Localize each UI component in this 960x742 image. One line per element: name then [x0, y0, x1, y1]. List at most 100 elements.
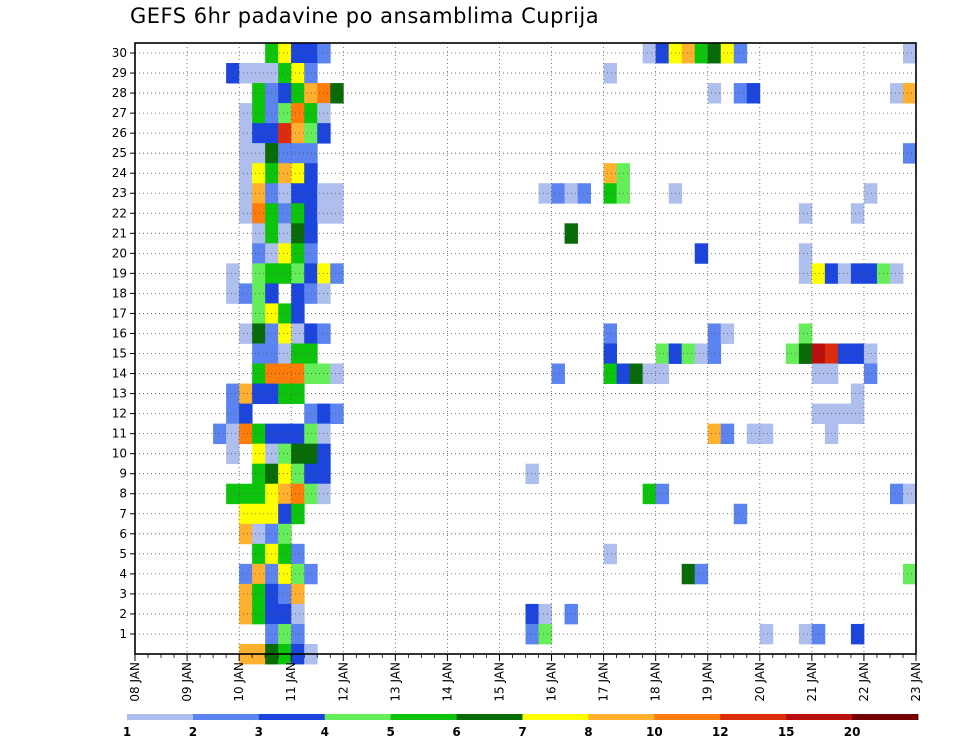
heatmap-cell	[291, 483, 305, 505]
heatmap-cell	[278, 523, 292, 545]
heatmap-cell	[226, 63, 240, 84]
heatmap-cell	[226, 383, 240, 404]
heatmap-cell	[863, 363, 878, 384]
heatmap-cell	[239, 283, 253, 304]
y-tick-label: 23	[112, 186, 127, 200]
legend-color-box	[390, 714, 457, 720]
heatmap-cell	[239, 103, 253, 124]
heatmap-cell	[278, 463, 292, 485]
legend-color-box	[192, 714, 260, 720]
heatmap-cell	[239, 403, 253, 425]
heatmap-cell	[278, 83, 292, 104]
heatmap-cell	[863, 183, 878, 204]
heatmap-cell	[239, 583, 253, 605]
heatmap-cell	[252, 583, 266, 605]
y-tick-label: 25	[112, 146, 127, 160]
x-tick-label: 20 JAN	[753, 662, 767, 702]
x-tick-label: 15 JAN	[492, 662, 506, 702]
heatmap-cell	[889, 263, 904, 284]
legend-color-box	[720, 714, 787, 720]
heatmap-cell	[278, 263, 292, 284]
heatmap-cell	[291, 563, 305, 585]
heatmap-cell	[538, 623, 552, 645]
heatmap-cell	[239, 603, 253, 625]
heatmap-cell	[291, 543, 305, 565]
heatmap-cell	[733, 503, 748, 525]
heatmap-cell	[239, 183, 253, 204]
y-tick-label: 7	[119, 507, 127, 521]
legend-color-box	[786, 714, 853, 720]
heatmap-cell	[252, 603, 266, 625]
heatmap-cell	[291, 323, 305, 344]
heatmap-cell	[759, 623, 774, 645]
heatmap-cell	[291, 503, 305, 525]
heatmap-cell	[278, 103, 292, 124]
heatmap-cell	[525, 623, 539, 645]
heatmap-cell	[681, 563, 696, 585]
y-tick-label: 20	[112, 246, 127, 260]
heatmap-cell	[304, 483, 318, 505]
y-tick-label: 24	[112, 166, 127, 180]
heatmap-cell	[707, 323, 722, 344]
heatmap-cell	[278, 483, 292, 505]
heatmap-cell	[252, 363, 266, 384]
heatmap-cell	[252, 483, 266, 505]
heatmap-cell	[304, 123, 318, 144]
heatmap-cell	[278, 43, 292, 64]
heatmap-cell	[239, 383, 253, 404]
heatmap-cell	[798, 263, 813, 284]
heatmap-cell	[239, 63, 253, 84]
y-tick-label: 17	[112, 306, 127, 320]
legend-label: 12	[712, 725, 729, 739]
heatmap-cell	[304, 83, 318, 104]
heatmap-cell	[252, 343, 266, 364]
y-tick-label: 28	[112, 86, 127, 100]
heatmap-cell	[278, 603, 292, 625]
heatmap-cell	[330, 203, 344, 224]
heatmap-cell	[785, 343, 800, 364]
heatmap-cell	[655, 343, 670, 364]
legend-layer: 1 2 3 4 5 6 7 8 10 12 15 20	[123, 714, 919, 739]
heatmap-cell	[291, 43, 305, 64]
legend-label: 15	[778, 725, 795, 739]
heatmap-cell	[252, 203, 266, 224]
heatmap-cell	[811, 403, 826, 425]
chart-title: GEFS 6hr padavine po ansamblima Cuprija	[130, 4, 600, 28]
heatmap-cell	[252, 103, 266, 124]
heatmap-cell	[811, 623, 826, 645]
heatmap-cell	[291, 443, 305, 465]
heatmap-cell	[304, 343, 318, 364]
heatmap-cell	[850, 403, 865, 425]
heatmap-cell	[252, 163, 266, 184]
heatmap-cell	[746, 423, 761, 445]
heatmap-cell	[278, 63, 292, 84]
heatmap-cell	[252, 263, 266, 284]
y-tick-label: 1	[119, 627, 127, 641]
legend-color-box	[324, 714, 392, 720]
heatmap-cell	[291, 83, 305, 104]
heatmap-cell	[291, 303, 305, 324]
x-tick-label: 10 JAN	[232, 662, 246, 702]
heatmap-cell	[759, 423, 774, 445]
y-tick-label: 19	[112, 266, 127, 280]
heatmap-cell	[655, 43, 670, 64]
heatmap-cell	[694, 43, 709, 64]
heatmap-cell	[252, 443, 266, 465]
heatmap-cell	[603, 63, 618, 84]
y-tick-label: 4	[119, 567, 127, 581]
heatmap-cell	[330, 183, 344, 204]
y-tick-label: 13	[112, 387, 127, 401]
heatmap-cell	[226, 283, 240, 304]
heatmap-cell	[811, 263, 826, 284]
heatmap-cell	[525, 603, 539, 625]
heatmap-cell	[707, 423, 722, 445]
heatmap-cell	[681, 43, 696, 64]
y-tick-label: 22	[112, 206, 127, 220]
heatmap-cell	[252, 563, 266, 585]
heatmap-cell	[733, 43, 748, 64]
y-tick-label: 2	[119, 607, 127, 621]
heatmap-cell	[837, 263, 852, 284]
heatmap-cell	[798, 323, 813, 344]
heatmap-cell	[278, 323, 292, 344]
